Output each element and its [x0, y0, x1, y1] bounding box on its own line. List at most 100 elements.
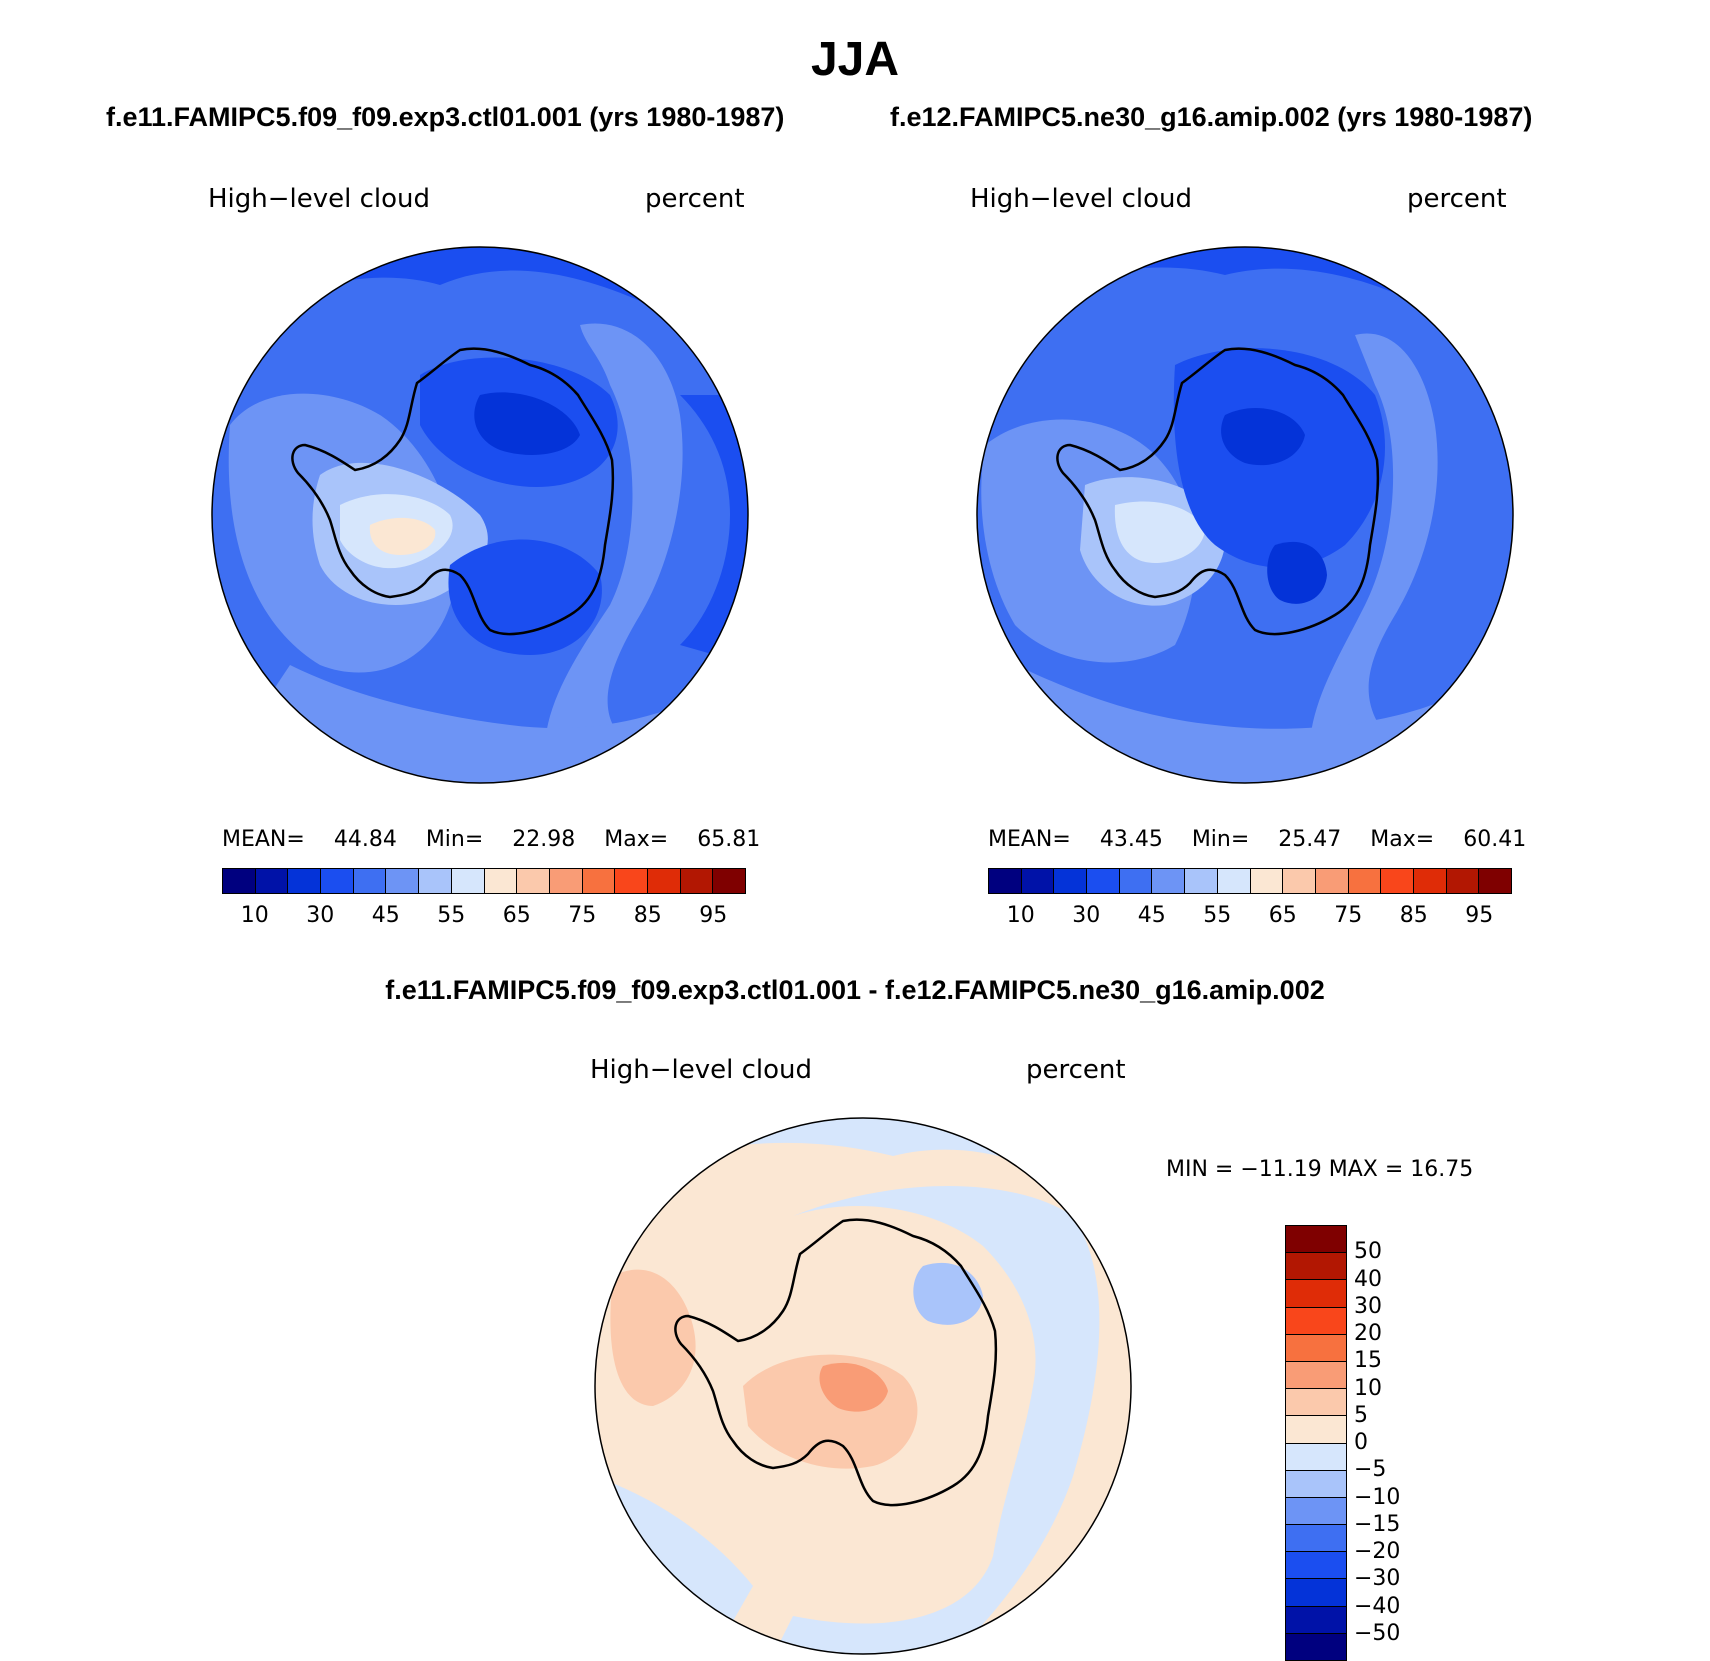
panel1-colorbar-box	[582, 869, 616, 893]
panel1-colorbar-box	[517, 869, 550, 893]
panel2-map	[976, 246, 1514, 784]
panel3-colorbar-box	[1286, 1443, 1346, 1471]
panel1-colorbar-box	[713, 869, 745, 893]
panel2-colorbar-box	[1315, 869, 1349, 893]
panel3-colorbar-tick-label: 10	[1354, 1375, 1382, 1401]
panel2-colorbar-box	[1021, 869, 1055, 893]
panel2-min: 25.47	[1278, 827, 1342, 852]
panel3-colorbar-box	[1286, 1253, 1346, 1281]
panel1-antarctica-coast	[291, 347, 615, 636]
panel2-antarctica-coast	[1056, 347, 1380, 636]
panel1-colorbar-box	[386, 869, 420, 893]
panel2-colorbar-box	[1381, 869, 1414, 893]
panel3-colorbar-box	[1286, 1226, 1346, 1254]
panel2-colorbar-tick-label: 10	[1006, 903, 1035, 928]
panel1-colorbar-tick-label: 55	[437, 903, 466, 928]
panel2-colorbar-tick-label: 85	[1399, 903, 1428, 928]
panel1-units-label: percent	[645, 184, 745, 214]
panel2-mean-label: MEAN=	[988, 827, 1071, 852]
panel2-colorbar-box	[1119, 869, 1153, 893]
panel2-colorbar-tick-label: 30	[1072, 903, 1101, 928]
panel1-colorbar-box	[549, 869, 583, 893]
panel2-colorbar-box	[989, 869, 1022, 893]
panel1-region-edge	[680, 395, 748, 665]
panel2-stats: MEAN= 43.45 Min= 25.47 Max= 60.41	[988, 827, 1526, 852]
panel1-colorbar-box	[484, 869, 518, 893]
panel2-colorbar-tick-label: 45	[1137, 903, 1166, 928]
panel3-colorbar-box	[1286, 1389, 1346, 1417]
panel3-colorbar-tick-label: −15	[1354, 1511, 1401, 1537]
panel3-colorbar-tick-label: 40	[1354, 1266, 1382, 1292]
panel2-colorbar-box	[1413, 869, 1447, 893]
panel1-colorbar-box	[451, 869, 485, 893]
panel1-region-min1	[474, 392, 580, 455]
panel2-max: 60.41	[1463, 827, 1527, 852]
panel3-colorbar-box	[1286, 1361, 1346, 1390]
panel3-colorbar-tick-label: −50	[1354, 1620, 1401, 1646]
panel2-units-label: percent	[1407, 184, 1507, 214]
panel3-colorbar-tick-label: −5	[1354, 1457, 1387, 1483]
panel1-map	[211, 246, 749, 784]
panel2-mean: 43.45	[1099, 827, 1163, 852]
panel3-colorbar-box	[1286, 1416, 1346, 1444]
panel2-colorbar	[988, 868, 1512, 894]
panel1-variable-label: High−level cloud	[208, 184, 431, 214]
figure-title: JJA	[810, 33, 900, 86]
panel1-colorbar-box	[680, 869, 714, 893]
panel3-colorbar-tick-label: −20	[1354, 1539, 1401, 1564]
panel1-colorbar-tick-label: 85	[633, 903, 662, 928]
panel3-colorbar-box	[1286, 1579, 1346, 1607]
panel1-min: 22.98	[512, 827, 576, 852]
panel3-map	[594, 1117, 1132, 1655]
panel2-colorbar-ticks: 10 30 45 55 65 75 85 95	[988, 903, 1512, 929]
panel1-colorbar-box	[419, 869, 452, 893]
panel1-colorbar-box	[353, 869, 387, 893]
panel3-colorbar-box	[1286, 1633, 1346, 1660]
panel2-max-label: Max=	[1370, 827, 1435, 852]
panel2-colorbar-box	[1185, 869, 1218, 893]
panel1-colorbar-box	[255, 869, 289, 893]
panel3-colorbar-tick-label: −40	[1354, 1593, 1401, 1619]
panel1-stats: MEAN= 44.84 Min= 22.98 Max= 65.81	[222, 827, 760, 852]
panel3-region-pos-west	[610, 1269, 696, 1406]
panel2-colorbar-box	[1152, 869, 1186, 893]
panel2-region-min1	[1221, 407, 1305, 466]
panel2-colorbar-box	[1479, 869, 1511, 893]
diff-title: f.e11.FAMIPC5.f09_f09.exp3.ctl01.001 - f…	[385, 975, 1325, 1005]
panel3-colorbar-tick-label: −10	[1354, 1484, 1401, 1510]
panel1-colorbar-tick-label: 65	[502, 903, 531, 928]
panel3-colorbar-tick-label: 5	[1354, 1402, 1368, 1428]
panel2-region-ring	[1309, 333, 1438, 783]
panel1-min-label: Min=	[425, 827, 484, 852]
panel1-colorbar	[222, 868, 746, 894]
panel2-colorbar-box	[1054, 869, 1088, 893]
panel2-colorbar-tick-label: 65	[1268, 903, 1297, 928]
panel3-colorbar-tick-label: 30	[1354, 1293, 1382, 1319]
panel3-region-neg	[913, 1262, 983, 1325]
panel2-variable-label: High−level cloud	[970, 184, 1193, 214]
panel2-colorbar-box	[1217, 869, 1251, 893]
panel2-colorbar-tick-label: 95	[1465, 903, 1494, 928]
panel3-colorbar-box	[1286, 1552, 1346, 1580]
panel3-units-label: percent	[1026, 1055, 1126, 1085]
panel2-colorbar-box	[1446, 869, 1480, 893]
panel1-colorbar-tick-label: 45	[371, 903, 400, 928]
panel1-colorbar-box	[321, 869, 354, 893]
panel2-colorbar-box	[1348, 869, 1382, 893]
panel1-colorbar-tick-label: 10	[240, 903, 269, 928]
panel1-max-label: Max=	[604, 827, 669, 852]
panel2-min-label: Min=	[1191, 827, 1250, 852]
panel3-colorbar-tick-label: −30	[1354, 1566, 1401, 1592]
panel1-region-max	[369, 517, 436, 555]
panel3-colorbar-box	[1286, 1307, 1346, 1335]
panel2-colorbar-box	[1250, 869, 1284, 893]
panel1-colorbar-box	[223, 869, 256, 893]
panel1-colorbar-tick-label: 30	[306, 903, 335, 928]
panel1-colorbar-tick-label: 75	[568, 903, 597, 928]
panel3-region-east-ring	[773, 1186, 1100, 1654]
panel1-colorbar-box	[615, 869, 648, 893]
panel1-region-ring	[544, 323, 683, 783]
panel1-header: f.e11.FAMIPC5.f09_f09.exp3.ctl01.001 (yr…	[106, 102, 785, 132]
panel3-colorbar-tick-label: 50	[1354, 1239, 1382, 1265]
panel2-colorbar-tick-label: 55	[1203, 903, 1232, 928]
